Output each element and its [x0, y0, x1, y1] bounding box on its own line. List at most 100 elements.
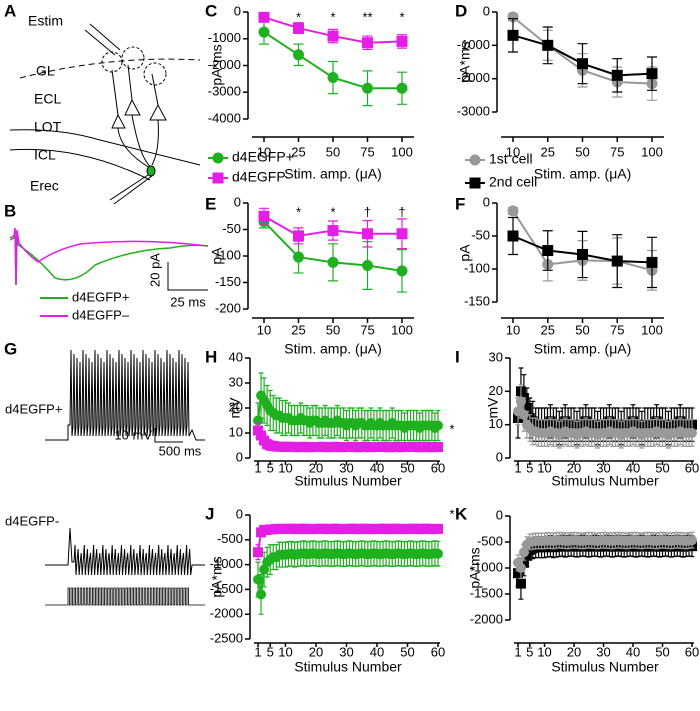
scale-bar — [154, 428, 183, 443]
y-axis-label: mV — [227, 397, 243, 419]
y-tick-label: -2000 — [470, 611, 503, 626]
marker — [507, 205, 519, 217]
x-tick-label: 5 — [526, 460, 533, 475]
marker — [293, 251, 304, 263]
traces-g — [45, 349, 205, 606]
x-tick-label: 5 — [526, 644, 533, 659]
y-tick-label: 0 — [496, 507, 503, 522]
x-tick-label: 25 — [291, 144, 305, 159]
x-tick-label: 25 — [541, 144, 555, 159]
annotation: * — [399, 9, 404, 24]
marker — [258, 210, 270, 222]
x-tick-label: 1 — [254, 460, 261, 475]
panel-label: D — [455, 1, 467, 20]
marker — [253, 574, 263, 585]
diagram-label: Estim — [28, 13, 63, 29]
y-tick-label: -500 — [217, 531, 243, 546]
panel-label: B — [4, 201, 16, 220]
scale-label: 25 ms — [170, 294, 206, 309]
y-tick-label: 30 — [489, 349, 503, 364]
y-axis-label: pA — [457, 244, 473, 262]
panel-label: K — [455, 504, 468, 523]
panel-label: G — [4, 339, 17, 358]
x-tick-label: 100 — [641, 322, 663, 337]
panel-label: E — [205, 194, 216, 213]
panel-label: J — [205, 504, 214, 523]
marker — [518, 409, 529, 420]
marker — [542, 39, 554, 51]
y-tick-label: -1500 — [470, 585, 503, 600]
diagram-a — [9, 23, 201, 205]
x-tick-label: 60 — [431, 644, 445, 659]
x-tick-label: 10 — [257, 322, 271, 337]
y-tick-label: 0 — [234, 194, 241, 209]
panel-label: H — [205, 347, 217, 366]
marker — [362, 37, 373, 49]
y-tick-label: 40 — [229, 349, 243, 364]
x-tick-label: 60 — [685, 460, 699, 475]
x-tick-label: 1 — [514, 460, 521, 475]
y-tick-label: -200 — [215, 300, 241, 315]
y-tick-label: -1000 — [210, 556, 243, 571]
marker — [327, 30, 339, 42]
x-tick-label: 30 — [596, 460, 610, 475]
legend-label: d4EGFP- — [232, 169, 291, 185]
marker — [433, 420, 443, 431]
x-tick-label: 30 — [596, 644, 610, 659]
marker — [293, 49, 304, 61]
scale-label: 500 ms — [159, 443, 202, 458]
marker — [515, 396, 526, 407]
marker — [362, 82, 373, 94]
marker — [577, 58, 588, 70]
x-axis-label: Stimulus Number — [294, 473, 402, 489]
x-tick-label: 10 — [506, 322, 520, 337]
y-tick-label: 30 — [229, 374, 243, 389]
trace-label: d4EGFP- — [5, 513, 59, 528]
panel-label: I — [455, 347, 460, 366]
annotation: * — [449, 421, 454, 436]
scale-label: 10 mV — [114, 427, 152, 442]
x-tick-label: 60 — [685, 644, 699, 659]
x-tick-label: 50 — [326, 144, 340, 159]
y-axis-label: pA — [209, 247, 225, 265]
y-tick-label: -50 — [222, 221, 241, 236]
annotation: * — [296, 204, 301, 219]
marker — [687, 428, 697, 438]
y-tick-label: 10 — [489, 416, 503, 431]
panel-label: C — [205, 1, 217, 20]
annotation: * — [330, 9, 335, 24]
marker — [258, 11, 270, 23]
cell — [146, 165, 156, 177]
marker — [327, 225, 339, 237]
marker — [362, 260, 373, 272]
trace-label: d4EGFP+ — [5, 401, 62, 416]
diagram-label: Erec — [30, 178, 59, 194]
x-tick-label: 75 — [610, 322, 624, 337]
x-axis-label: Stimulus Number — [551, 659, 659, 675]
y-tick-label: 0 — [234, 3, 241, 18]
y-tick-label: 20 — [489, 383, 503, 398]
x-tick-label: 10 — [537, 460, 551, 475]
diagram-label: GL — [36, 63, 55, 79]
x-axis-label: Stim. amp. (μA) — [284, 341, 382, 357]
marker — [507, 230, 519, 242]
marker — [396, 82, 408, 94]
x-tick-label: 60 — [431, 460, 445, 475]
y-tick-label: 0 — [483, 194, 490, 209]
panel-label: A — [4, 1, 16, 20]
x-tick-label: 50 — [655, 644, 669, 659]
x-tick-label: 10 — [278, 644, 292, 659]
marker — [293, 22, 304, 34]
trace — [9, 227, 209, 286]
legend-label: 1st cell — [489, 151, 533, 167]
y-tick-label: -1500 — [210, 581, 243, 596]
annotation: † — [398, 204, 405, 219]
legend-label: d4EGFP– — [72, 307, 130, 322]
marker — [687, 535, 697, 546]
marker — [396, 228, 408, 240]
marker — [256, 589, 267, 600]
diagram-label: ICL — [34, 147, 56, 163]
y-tick-label: 20 — [229, 399, 243, 414]
y-tick-label: -1000 — [457, 37, 490, 52]
